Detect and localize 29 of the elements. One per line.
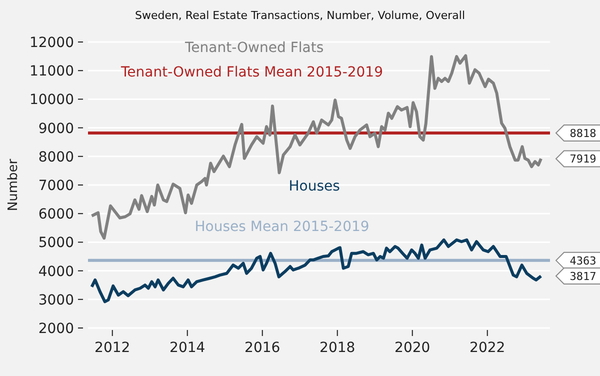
y-tick-label: 12000 [29, 35, 74, 51]
y-tick-label: 7000 [38, 178, 74, 194]
y-tick-label: 6000 [38, 206, 74, 223]
y-tick-label: 9000 [38, 120, 74, 137]
ref-line-label: Houses Mean 2015-2019 [194, 218, 370, 235]
x-tick-label: 2012 [94, 340, 130, 356]
text: Tenant-Owned Flats [184, 40, 324, 56]
y-tick-label: 11000 [29, 64, 74, 80]
x-tick-label: 2020 [394, 340, 430, 356]
x-tick-label: 2016 [244, 340, 280, 356]
y-tick-label: 5000 [38, 235, 74, 252]
text: Houses [288, 178, 340, 195]
x-tick-label: 2022 [470, 340, 506, 356]
y2-tick-label: 4363 [570, 254, 596, 268]
line-series [90, 54, 542, 240]
y2-tick-label: 7919 [570, 152, 596, 166]
y-tick-label: 10000 [29, 92, 74, 108]
y-tick-label: 2000 [38, 321, 74, 337]
x-tick-label: 2014 [170, 340, 206, 356]
y-tick-label: 3000 [38, 292, 74, 308]
ref-line-label: Tenant-Owned Flats Mean 2015-2019 [120, 64, 384, 80]
y-tick-label: 8000 [38, 149, 74, 166]
y-tick-label: 4000 [38, 264, 74, 280]
y-axis-title: Number [6, 158, 21, 212]
line-series [90, 238, 542, 304]
x-tick-label: 2018 [320, 340, 356, 356]
y2-tick-label: 3817 [570, 270, 596, 284]
chart-title: Sweden, Real Estate Transactions, Number, Volume, Overall [134, 9, 466, 22]
y2-tick-label: 8818 [570, 127, 596, 140]
